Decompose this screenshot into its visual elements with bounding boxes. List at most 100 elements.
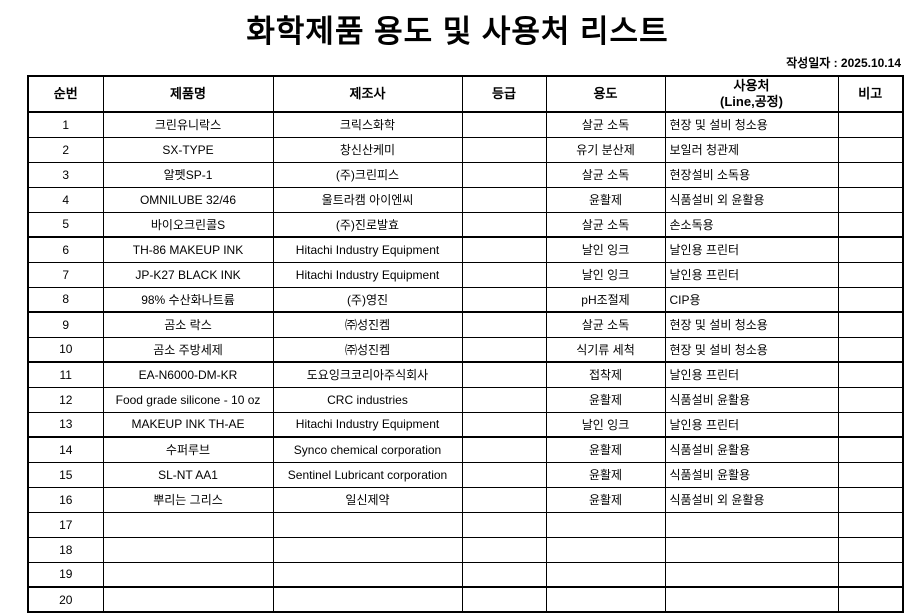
cell-grade <box>461 161 547 188</box>
cell-no: 14 <box>27 436 104 463</box>
cell-note <box>837 136 904 163</box>
table-row: 7 JP-K27 BLACK INK Hitachi Industry Equi… <box>27 261 904 288</box>
cell-usage: 윤활제 <box>545 386 666 413</box>
cell-grade <box>461 386 547 413</box>
cell-note <box>837 386 904 413</box>
cell-note <box>837 536 904 563</box>
cell-grade <box>461 586 547 613</box>
cell-grade <box>461 461 547 488</box>
cell-note <box>837 236 904 263</box>
cell-place: 현장설비 소독용 <box>664 161 839 188</box>
cell-no: 11 <box>27 361 104 388</box>
cell-note <box>837 111 904 138</box>
cell-maker <box>272 586 463 613</box>
cell-maker: (주)진로발효 <box>272 211 463 238</box>
cell-note <box>837 336 904 363</box>
header-note: 비고 <box>837 75 904 113</box>
table-row: 11 EA-N6000-DM-KR 도요잉크코리아주식회사 접착제 날인용 프린… <box>27 361 904 388</box>
cell-note <box>837 586 904 613</box>
table-header-row: 순번 제품명 제조사 등급 용도 사용처 (Line,공정) 비고 <box>27 75 904 113</box>
cell-grade <box>461 286 547 313</box>
cell-note <box>837 461 904 488</box>
cell-note <box>837 361 904 388</box>
cell-product: SX-TYPE <box>102 136 274 163</box>
cell-grade <box>461 511 547 538</box>
cell-no: 20 <box>27 586 104 613</box>
cell-product: 크린유니락스 <box>102 111 274 138</box>
cell-place: 식품설비 외 윤활용 <box>664 186 839 213</box>
cell-no: 10 <box>27 336 104 363</box>
cell-maker: Synco chemical corporation <box>272 436 463 463</box>
cell-usage: 윤활제 <box>545 436 666 463</box>
cell-place: 식품설비 외 윤활용 <box>664 486 839 513</box>
cell-note <box>837 561 904 588</box>
table-row: 3 알펫SP-1 (주)크린피스 살균 소독 현장설비 소독용 <box>27 161 904 188</box>
cell-place: 현장 및 설비 청소용 <box>664 336 839 363</box>
cell-no: 7 <box>27 261 104 288</box>
cell-usage: 날인 잉크 <box>545 261 666 288</box>
cell-usage: 살균 소독 <box>545 161 666 188</box>
table-row: 16 뿌리는 그리스 일신제약 윤활제 식품설비 외 윤활용 <box>27 486 904 513</box>
cell-grade <box>461 561 547 588</box>
cell-no: 12 <box>27 386 104 413</box>
table-row: 19 <box>27 561 904 588</box>
cell-product: TH-86 MAKEUP INK <box>102 236 274 263</box>
cell-no: 13 <box>27 411 104 438</box>
cell-note <box>837 186 904 213</box>
cell-place: CIP용 <box>664 286 839 313</box>
cell-place: 식품설비 윤활용 <box>664 461 839 488</box>
cell-product: 바이오크린콜S <box>102 211 274 238</box>
cell-place <box>664 536 839 563</box>
cell-product: 알펫SP-1 <box>102 161 274 188</box>
cell-usage: 유기 분산제 <box>545 136 666 163</box>
table-row: 15 SL-NT AA1 Sentinel Lubricant corporat… <box>27 461 904 488</box>
table-row: 6 TH-86 MAKEUP INK Hitachi Industry Equi… <box>27 236 904 263</box>
cell-note <box>837 436 904 463</box>
cell-product <box>102 586 274 613</box>
cell-usage <box>545 511 666 538</box>
cell-product: 뿌리는 그리스 <box>102 486 274 513</box>
cell-grade <box>461 211 547 238</box>
table-row: 17 <box>27 511 904 538</box>
cell-note <box>837 311 904 338</box>
cell-place <box>664 586 839 613</box>
cell-grade <box>461 336 547 363</box>
table-row: 12 Food grade silicone - 10 oz CRC indus… <box>27 386 904 413</box>
cell-place: 현장 및 설비 청소용 <box>664 111 839 138</box>
cell-no: 8 <box>27 286 104 313</box>
table-row: 8 98% 수산화나트륨 (주)영진 pH조절제 CIP용 <box>27 286 904 313</box>
cell-maker: ㈜성진켐 <box>272 336 463 363</box>
cell-place: 날인용 프린터 <box>664 361 839 388</box>
cell-product: 곰소 주방세제 <box>102 336 274 363</box>
cell-place: 보일러 청관제 <box>664 136 839 163</box>
cell-place <box>664 511 839 538</box>
cell-usage <box>545 536 666 563</box>
creation-date-label: 작성일자 : 2025.10.14 <box>786 56 901 70</box>
cell-grade <box>461 536 547 563</box>
cell-maker: Sentinel Lubricant corporation <box>272 461 463 488</box>
table-row: 13 MAKEUP INK TH-AE Hitachi Industry Equ… <box>27 411 904 438</box>
cell-maker: (주)크린피스 <box>272 161 463 188</box>
header-product: 제품명 <box>102 75 274 113</box>
cell-usage: 살균 소독 <box>545 311 666 338</box>
cell-note <box>837 286 904 313</box>
cell-product <box>102 511 274 538</box>
table-row: 20 <box>27 586 904 613</box>
table-row: 10 곰소 주방세제 ㈜성진켐 식기류 세척 현장 및 설비 청소용 <box>27 336 904 363</box>
cell-no: 1 <box>27 111 104 138</box>
cell-no: 4 <box>27 186 104 213</box>
cell-grade <box>461 186 547 213</box>
cell-no: 16 <box>27 486 104 513</box>
table-row: 18 <box>27 536 904 563</box>
cell-usage: 살균 소독 <box>545 111 666 138</box>
cell-no: 6 <box>27 236 104 263</box>
cell-maker: (주)영진 <box>272 286 463 313</box>
header-usage: 용도 <box>545 75 666 113</box>
cell-maker: 일신제약 <box>272 486 463 513</box>
cell-grade <box>461 136 547 163</box>
cell-maker: 울트라캠 아이엔씨 <box>272 186 463 213</box>
cell-product <box>102 536 274 563</box>
cell-grade <box>461 261 547 288</box>
header-place-line2: (Line,공정) <box>720 94 783 109</box>
